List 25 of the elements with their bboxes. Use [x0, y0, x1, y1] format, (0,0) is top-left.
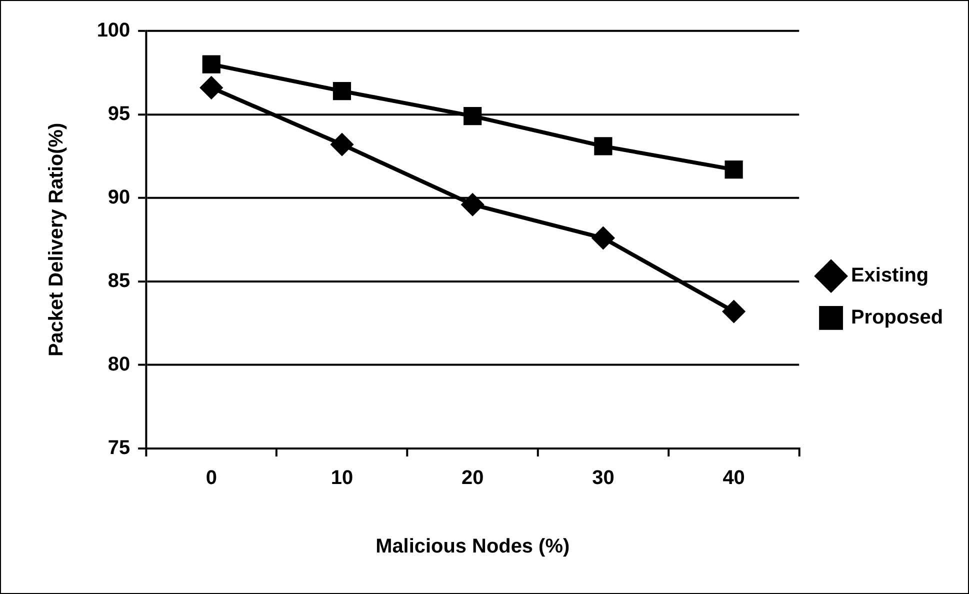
y-tick-label: 85 [108, 270, 130, 292]
point [592, 227, 614, 249]
point [724, 160, 743, 179]
point [200, 76, 222, 99]
y-tick-label: 100 [96, 19, 130, 42]
point [462, 194, 484, 216]
legend-label: Existing [851, 264, 929, 287]
x-tick-label: 20 [461, 466, 484, 489]
y-axis-title: Packet Delivery Ratio(%) [45, 122, 68, 357]
point [594, 137, 612, 156]
x-tick-label: 40 [722, 466, 745, 489]
x-tick-label: 10 [330, 466, 354, 489]
legend-label: Proposed [851, 306, 944, 328]
y-tick-label: 90 [108, 186, 130, 208]
y-tick-label: 95 [108, 102, 130, 125]
y-tick-label: 80 [108, 353, 130, 376]
point [464, 107, 482, 126]
x-tick-label: 30 [592, 466, 614, 489]
x-axis-title: Malicious Nodes (%) [376, 536, 570, 558]
y-tick-label: 75 [108, 436, 130, 459]
point [331, 134, 353, 156]
point [332, 82, 352, 100]
point [722, 300, 745, 322]
point [202, 55, 220, 74]
x-tick-label: 0 [206, 466, 217, 489]
